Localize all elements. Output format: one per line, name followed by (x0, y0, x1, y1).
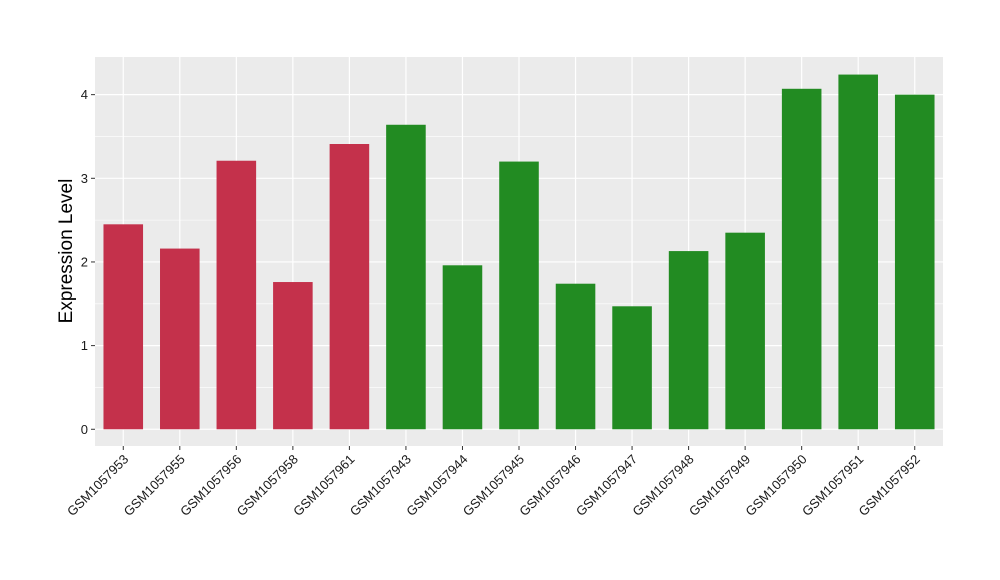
bar-GSM1057951 (838, 74, 878, 430)
bar-GSM1057945 (499, 161, 539, 430)
y-tick-label: 1 (81, 338, 88, 353)
bar-GSM1057955 (160, 248, 200, 430)
bar-GSM1057949 (725, 232, 765, 430)
bar-GSM1057943 (386, 124, 426, 430)
bar-GSM1057953 (103, 224, 144, 430)
bar-GSM1057947 (612, 306, 652, 430)
y-tick-label: 4 (81, 87, 88, 102)
bars (103, 74, 935, 430)
y-tick-label: 3 (81, 171, 88, 186)
y-tick-label: 2 (81, 254, 88, 269)
bar-GSM1057956 (216, 160, 257, 430)
bar-GSM1057946 (555, 283, 596, 430)
y-axis-title: Expression Level (56, 179, 77, 324)
bar-GSM1057958 (273, 282, 313, 430)
y-axis: 0 1 2 3 4 (81, 87, 95, 437)
bar-GSM1057944 (442, 265, 483, 430)
y-tick-label: 0 (81, 422, 88, 437)
bar-GSM1057961 (329, 144, 370, 430)
bar-GSM1057952 (894, 94, 935, 430)
x-axis: GSM1057953GSM1057955GSM1057956GSM1057958… (64, 446, 923, 519)
bar-GSM1057950 (781, 88, 822, 430)
bar-GSM1057948 (668, 251, 709, 430)
